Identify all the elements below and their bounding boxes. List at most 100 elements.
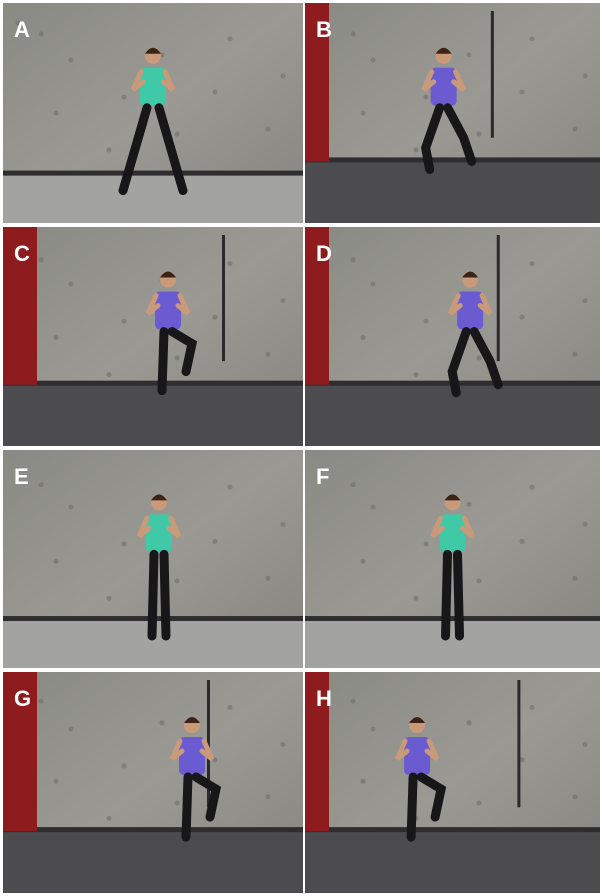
wall-spot [572,794,578,800]
hair [435,47,452,54]
arm [447,293,463,316]
baseboard [305,827,600,833]
leg [157,327,169,396]
wall-spot [280,73,286,79]
wall-spot [265,351,271,357]
wall-spot [466,501,472,507]
wall-spot [53,110,59,116]
wall-spot [360,778,366,784]
wall-spot [227,261,233,267]
arm [175,293,191,316]
shirt [404,737,431,776]
shirt [140,67,166,106]
arm [199,738,215,761]
hair [160,271,176,278]
hair [409,717,426,724]
wall-spot [572,126,578,132]
person [136,494,182,641]
wall-spot [106,595,112,601]
wall-spot [360,110,366,116]
wall-spot [529,704,535,710]
wall-spot [413,372,419,378]
person [118,47,188,196]
wall-spot [476,800,482,806]
hair [151,494,167,501]
leg [118,103,152,196]
wall-spot [227,484,233,490]
wall-spot [529,484,535,490]
person [430,494,475,641]
baseboard [3,827,303,833]
wall-spot [15,467,21,473]
floor [3,174,303,223]
red-column [305,672,329,832]
wall-spot [529,261,535,267]
arm [145,293,161,316]
wall-spot [572,575,578,581]
leg [406,772,418,842]
wall-spot [476,578,482,584]
arm [160,69,176,92]
wall-spot [121,541,127,547]
baseboard [305,616,600,622]
person [169,717,222,842]
person [145,271,198,396]
leg [441,549,452,641]
wall-spot [15,20,21,26]
wall-spot [265,794,271,800]
wall-spot [519,538,525,544]
wall-spot [370,504,376,510]
panel-label: G [14,686,31,711]
leg [453,549,464,641]
photo-panel: E [3,450,303,668]
wall-spot [53,558,59,564]
arm [394,738,410,761]
wall-spot [317,467,323,473]
red-column [305,227,329,385]
wall-rod [517,680,521,808]
wall-spot [265,126,271,132]
wall-spot [227,704,233,710]
photo-panel: G [3,672,303,893]
wall-spot [519,314,525,320]
wall-spot [582,741,588,747]
wall-spot [350,698,356,704]
panel-label: F [316,464,329,489]
photo-panel: B [305,3,600,223]
wall-spot [38,257,44,263]
wall-spot [68,57,74,63]
wall-spot [572,351,578,357]
wall-spot [350,257,356,263]
wall-spot [423,94,429,100]
arm [430,515,445,539]
wall-spot [174,578,180,584]
leg [159,549,171,641]
panel-label: H [316,686,332,711]
leg [147,549,159,641]
wall-spot [350,482,356,488]
baseboard [3,380,303,386]
hair [444,494,461,501]
wall-spot [68,504,74,510]
arm [166,515,182,539]
leg [154,103,188,196]
arm [169,738,185,761]
hair [184,717,200,724]
wall-spot [370,281,376,287]
shirt [439,514,466,553]
wall-spot [423,318,429,324]
hair [462,271,479,278]
shirt [146,514,172,553]
wall-spot [106,147,112,153]
shirt [179,737,205,776]
wall-spot [519,89,525,95]
red-column [3,672,37,832]
wall-spot [413,147,419,153]
wall-spot [280,298,286,304]
wall-spot [53,778,59,784]
wall-spot [476,131,482,137]
wall-spot [212,538,218,544]
wall-spot [212,89,218,95]
wall-spot [370,57,376,63]
